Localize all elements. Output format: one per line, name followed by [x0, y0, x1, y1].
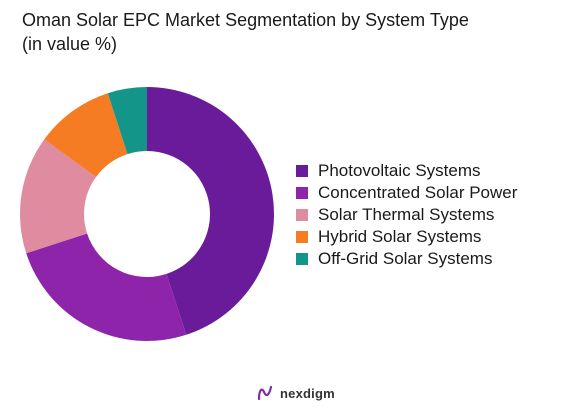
legend-item: Photovoltaic Systems [296, 160, 517, 182]
legend-swatch [296, 165, 308, 177]
legend-swatch [296, 253, 308, 265]
legend-swatch [296, 231, 308, 243]
legend-swatch [296, 209, 308, 221]
legend-swatch [296, 187, 308, 199]
legend-label: Photovoltaic Systems [318, 161, 481, 180]
slice-photovoltaic-systems [147, 87, 275, 335]
legend-label: Concentrated Solar Power [318, 183, 518, 202]
slice-hybrid-solar-systems [44, 93, 128, 177]
legend-label: Hybrid Solar Systems [318, 227, 482, 246]
slice-off-grid-solar-systems [107, 87, 147, 155]
legend-label: Off-Grid Solar Systems [318, 249, 493, 268]
legend-item: Solar Thermal Systems [296, 204, 517, 226]
legend-label: Solar Thermal Systems [318, 205, 495, 224]
legend-item: Concentrated Solar Power [296, 182, 517, 204]
nexdigm-logo-icon [257, 385, 273, 401]
chart-title: Oman Solar EPC Market Segmentation by Sy… [22, 8, 469, 56]
chart-legend: Photovoltaic Systems Concentrated Solar P… [296, 160, 517, 270]
legend-item: Hybrid Solar Systems [296, 226, 517, 248]
chart-title-line1: Oman Solar EPC Market Segmentation by Sy… [22, 10, 469, 30]
legend-item: Off-Grid Solar Systems [296, 248, 517, 270]
logo-text: nexdigm [280, 385, 335, 401]
nexdigm-logo: nexdigm [256, 384, 335, 402]
slice-concentrated-solar-power [26, 233, 187, 341]
chart-subtitle: (in value %) [22, 34, 118, 54]
slice-solar-thermal-systems [19, 139, 97, 254]
